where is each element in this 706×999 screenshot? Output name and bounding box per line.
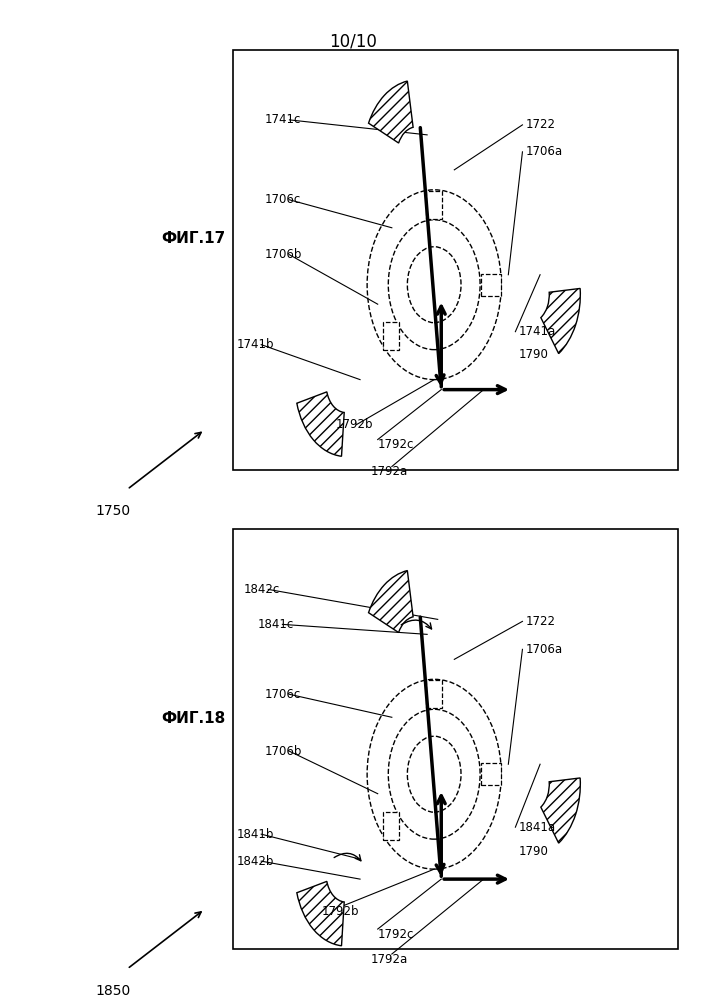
Text: 1842b: 1842b [237, 854, 274, 868]
Wedge shape [541, 778, 580, 843]
Text: 1792a: 1792a [371, 465, 408, 479]
Text: 1741a: 1741a [519, 325, 556, 339]
Text: 1792c: 1792c [378, 927, 414, 941]
Wedge shape [369, 570, 413, 632]
Text: ФИГ.17: ФИГ.17 [162, 231, 226, 247]
Text: 1841c: 1841c [258, 617, 294, 631]
Text: 1741b: 1741b [237, 338, 274, 352]
Wedge shape [297, 392, 345, 457]
Text: 1706c: 1706c [265, 193, 301, 207]
Text: 1741c: 1741c [265, 113, 301, 127]
Bar [481, 274, 501, 296]
Text: 1841a: 1841a [519, 820, 556, 834]
Text: 1706b: 1706b [265, 744, 302, 758]
Bar [233, 50, 678, 470]
Text: 1841b: 1841b [237, 827, 274, 841]
Text: 1750: 1750 [95, 504, 131, 518]
Text: 1792b: 1792b [321, 904, 359, 918]
Text: 1706a: 1706a [526, 642, 563, 656]
Bar [383, 811, 399, 839]
Wedge shape [541, 289, 580, 354]
Bar [426, 680, 442, 708]
Wedge shape [297, 881, 345, 946]
Text: 1722: 1722 [526, 614, 556, 628]
Text: 1792c: 1792c [378, 438, 414, 452]
Text: 1792a: 1792a [371, 952, 408, 966]
Text: 1706c: 1706c [265, 687, 301, 701]
Bar [233, 529, 678, 949]
Bar [481, 763, 501, 785]
Text: ФИГ.18: ФИГ.18 [162, 710, 226, 726]
Text: 10/10: 10/10 [329, 33, 377, 51]
Text: 1850: 1850 [95, 984, 131, 998]
Text: 1792b: 1792b [335, 418, 373, 432]
Text: 1842c: 1842c [244, 582, 280, 596]
Wedge shape [369, 81, 413, 143]
Bar [426, 191, 442, 219]
Text: 1790: 1790 [519, 348, 549, 362]
Text: 1706a: 1706a [526, 145, 563, 159]
Text: 1706b: 1706b [265, 248, 302, 262]
Text: 1722: 1722 [526, 118, 556, 132]
Text: 1790: 1790 [519, 844, 549, 858]
Bar [383, 322, 399, 350]
